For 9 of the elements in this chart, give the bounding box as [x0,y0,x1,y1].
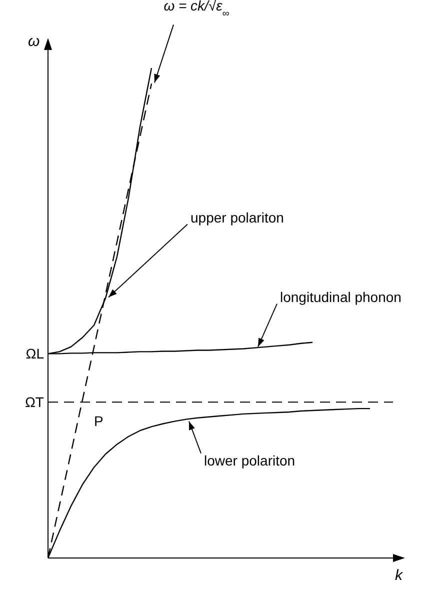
text: longitudinal phonon [280,288,402,305]
legend-label: lower polariton [204,452,296,468]
annotation: P [94,413,104,430]
ref-line-label: ΩT [24,394,44,410]
x-axis-title: k [395,567,404,584]
text: ω = ck/√ε$_{∞}$ [164,0,230,20]
text: ΩL [26,346,44,362]
text: upper polariton [190,209,284,226]
y-axis-title: ω [28,33,40,50]
